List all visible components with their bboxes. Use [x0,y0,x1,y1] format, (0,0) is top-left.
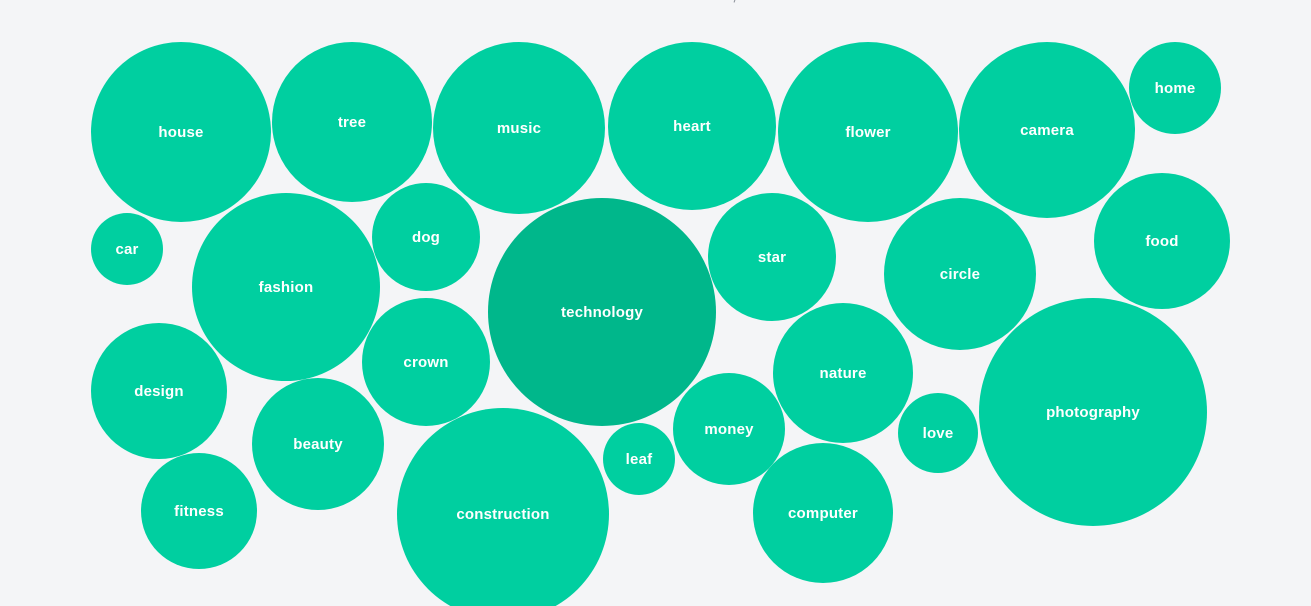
bubble-label: circle [939,265,981,283]
bubble-beauty[interactable]: beauty [252,378,384,510]
bubble-label: leaf [625,450,653,468]
bubble-construction[interactable]: construction [397,408,609,606]
bubble-music[interactable]: music [433,42,605,214]
bubble-label: design [134,382,184,400]
bubble-label: photography [1046,403,1140,421]
bubble-home[interactable]: home [1129,42,1221,134]
bubble-food[interactable]: food [1094,173,1230,309]
bubble-car[interactable]: car [91,213,163,285]
bubble-crown[interactable]: crown [362,298,490,426]
bubble-label: technology [560,303,643,321]
bubble-house[interactable]: house [91,42,271,222]
bubble-label: fashion [258,278,314,296]
bubble-technology[interactable]: technology [488,198,716,426]
bubble-label: love [922,424,954,442]
bubble-computer[interactable]: computer [753,443,893,583]
bubble-label: star [757,248,787,266]
bubble-label: dog [411,228,441,246]
bubble-fashion[interactable]: fashion [192,193,380,381]
bubble-star[interactable]: star [708,193,836,321]
bubble-design[interactable]: design [91,323,227,459]
bubble-love[interactable]: love [898,393,978,473]
bubble-label: crown [403,353,449,371]
bubble-label: house [158,123,204,141]
bubble-label: fitness [174,502,224,520]
bubble-label: tree [337,113,367,131]
bubble-label: nature [819,364,867,382]
bubble-label: construction [456,505,550,523]
bubble-label: heart [673,117,711,135]
bubble-label: food [1145,232,1179,250]
bubble-flower[interactable]: flower [778,42,958,222]
bubble-label: home [1154,79,1196,97]
top-marker [729,0,738,3]
bubble-dog[interactable]: dog [372,183,480,291]
bubble-label: camera [1020,121,1074,139]
bubble-heart[interactable]: heart [608,42,776,210]
bubble-tree[interactable]: tree [272,42,432,202]
bubble-label: computer [788,504,858,522]
bubble-label: money [704,420,754,438]
bubble-circle[interactable]: circle [884,198,1036,350]
bubble-label: music [496,119,542,137]
bubble-fitness[interactable]: fitness [141,453,257,569]
bubble-label: car [115,240,139,258]
bubble-nature[interactable]: nature [773,303,913,443]
bubble-label: flower [845,123,891,141]
bubble-label: beauty [293,435,343,453]
bubble-photography[interactable]: photography [979,298,1207,526]
bubble-leaf[interactable]: leaf [603,423,675,495]
bubble-camera[interactable]: camera [959,42,1135,218]
